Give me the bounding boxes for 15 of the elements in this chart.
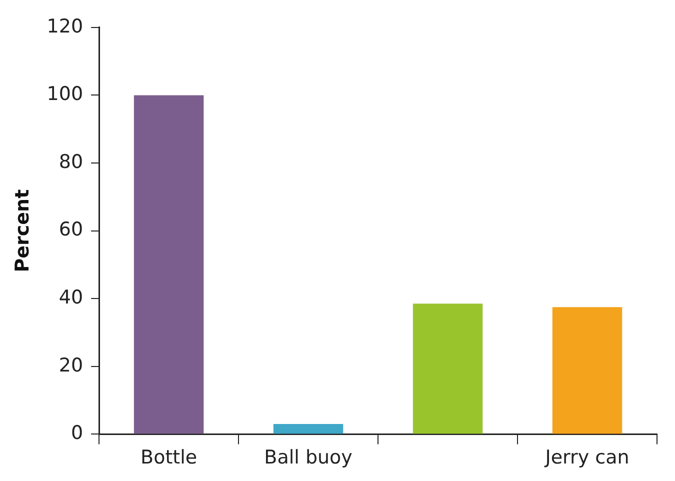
x-tick-label: Jerry can: [544, 446, 630, 469]
x-tick-label: Ball buoy: [264, 446, 352, 469]
bar: [273, 424, 344, 434]
y-axis-title: Percent: [11, 189, 34, 272]
y-tick-label: 120: [46, 15, 84, 38]
x-tick-label: Bottle: [140, 446, 198, 469]
y-tick-label: 60: [58, 218, 84, 241]
bar: [412, 304, 483, 434]
y-tick-label: 80: [58, 150, 84, 173]
bar: [552, 307, 622, 434]
y-tick-label: 40: [58, 286, 84, 309]
y-tick-label: 0: [70, 422, 84, 444]
y-tick-label: 20: [58, 354, 84, 376]
bar: [134, 95, 204, 434]
y-tick-label: 100: [46, 83, 84, 106]
